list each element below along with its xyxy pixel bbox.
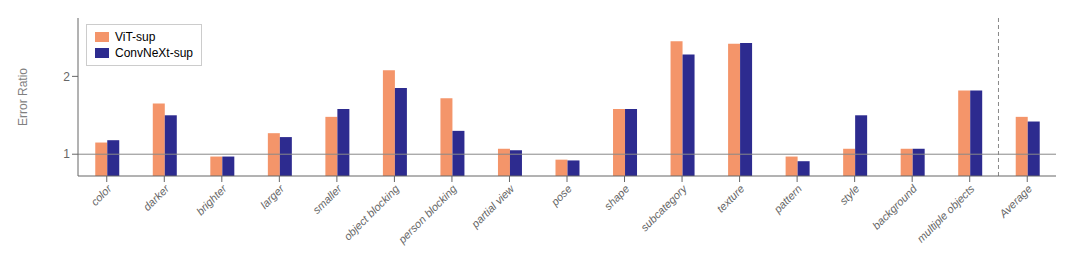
svg-text:2: 2 bbox=[63, 70, 70, 84]
svg-text:color: color bbox=[88, 182, 114, 208]
svg-text:background: background bbox=[870, 182, 920, 232]
svg-text:brighter: brighter bbox=[194, 182, 230, 218]
svg-text:partial view: partial view bbox=[468, 182, 517, 231]
svg-text:object blocking: object blocking bbox=[341, 182, 402, 243]
svg-text:pose: pose bbox=[548, 182, 574, 208]
svg-text:shape: shape bbox=[602, 182, 632, 212]
svg-text:smaller: smaller bbox=[310, 182, 344, 216]
svg-text:pattern: pattern bbox=[771, 182, 804, 215]
svg-text:Error Ratio: Error Ratio bbox=[16, 68, 30, 126]
svg-text:Average: Average bbox=[996, 182, 1034, 220]
svg-text:multiple objects: multiple objects bbox=[915, 182, 977, 244]
svg-text:texture: texture bbox=[714, 182, 746, 214]
html-text:ViT-sup: ViT-sup bbox=[115, 30, 156, 44]
svg-text:darker: darker bbox=[141, 182, 172, 213]
svg-text:person blocking: person blocking bbox=[395, 182, 459, 246]
svg-text:subcategory: subcategory bbox=[638, 181, 690, 233]
svg-text:larger: larger bbox=[258, 182, 287, 211]
html-text:ConvNeXt-sup: ConvNeXt-sup bbox=[115, 46, 193, 60]
svg-text:1: 1 bbox=[63, 147, 70, 161]
svg-text:style: style bbox=[837, 182, 861, 206]
